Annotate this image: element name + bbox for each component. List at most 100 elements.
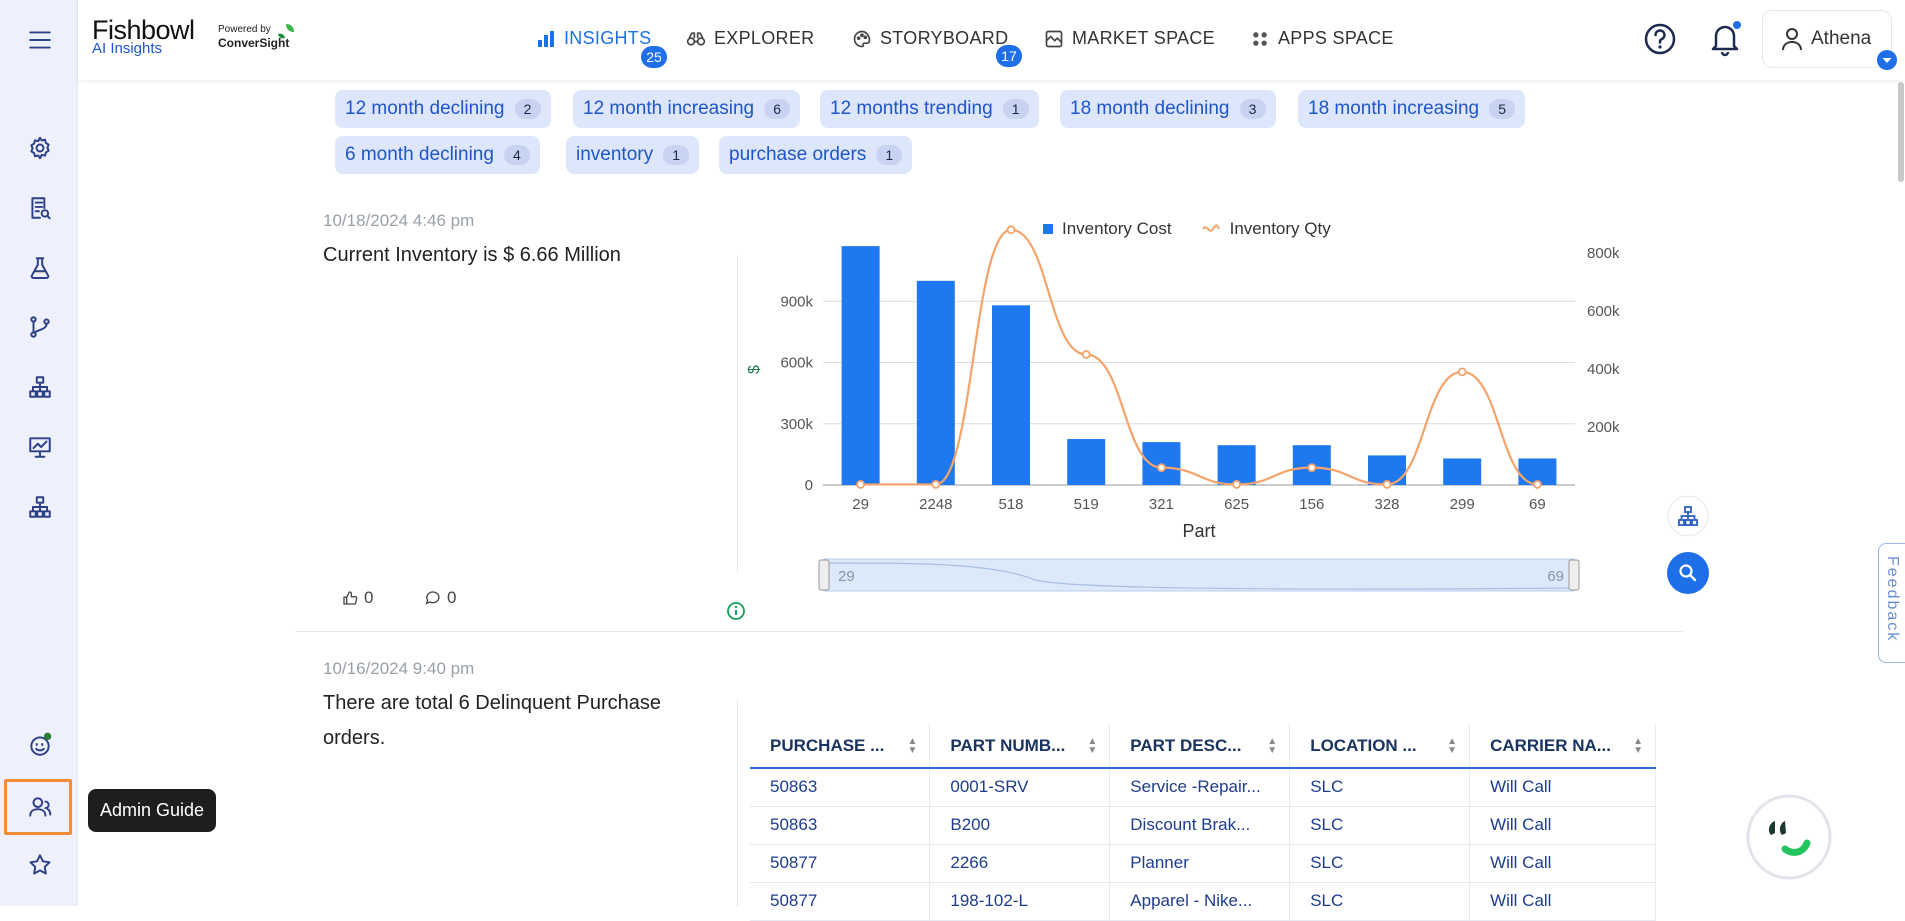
- thumbs-up-icon: [343, 591, 358, 605]
- tag-chip[interactable]: 12 months trending 1: [820, 90, 1039, 128]
- insight2-statement-line2: orders.: [323, 727, 386, 749]
- nav-insights-label: INSIGHTS: [564, 28, 652, 48]
- help-question-icon[interactable]: [1643, 22, 1677, 56]
- star-favorites-icon[interactable]: [24, 849, 56, 881]
- flask-icon[interactable]: [24, 252, 56, 284]
- insight-statement: Current Inventory is $ 6.66 Million: [323, 244, 621, 266]
- tag-chip[interactable]: 18 month increasing 5: [1298, 90, 1526, 128]
- range-end-label: 69: [1547, 568, 1564, 585]
- table-cell: 50877: [750, 882, 931, 921]
- point-inventory-qty: [1006, 225, 1016, 235]
- point-inventory-qty: [1307, 463, 1317, 473]
- table-column-header[interactable]: LOCATION ... ▲ ▼: [1289, 724, 1471, 769]
- user-name: Athena: [1811, 28, 1872, 49]
- conversight-leaf-icon: [278, 24, 294, 39]
- apps-grid-icon: [1253, 31, 1267, 46]
- tag-chip-count: 1: [663, 145, 690, 165]
- git-branch-icon[interactable]: [24, 311, 56, 343]
- app-title: Fishbowl: [92, 15, 195, 45]
- page-scrollbar-thumb[interactable]: [1898, 82, 1904, 182]
- hierarchy-icon-2[interactable]: [24, 491, 56, 523]
- chart-legend: Inventory Cost Inventory Qty: [1043, 219, 1331, 239]
- table-row[interactable]: 50863 B200 Discount Brak... SLC Will Call: [750, 806, 1656, 845]
- table-cell: Will Call: [1469, 806, 1656, 845]
- tooltip-text: Admin Guide: [100, 800, 205, 820]
- nav-market-space[interactable]: MARKET SPACE: [1044, 28, 1215, 49]
- tag-chip[interactable]: purchase orders 1: [719, 136, 913, 174]
- bar-inventory-cost: [916, 280, 955, 485]
- tag-chip-label: inventory: [576, 144, 654, 165]
- nav-explorer[interactable]: EXPLORER: [686, 28, 814, 49]
- nav-storyboard[interactable]: STORYBOARD: [852, 28, 1008, 49]
- tag-chip[interactable]: 12 month declining 2: [335, 90, 551, 128]
- comment-button[interactable]: 0: [425, 588, 456, 608]
- insight2-timestamp: 10/16/2024 9:40 pm: [323, 659, 475, 678]
- bar-inventory-cost: [1067, 439, 1106, 485]
- range-slider-preview: [826, 562, 1572, 590]
- like-count: 0: [364, 588, 374, 607]
- point-inventory-qty: [1533, 480, 1542, 489]
- admin-guide-button[interactable]: [4, 779, 72, 835]
- legend-qty-label[interactable]: Inventory Qty: [1229, 219, 1331, 238]
- table-cell: SLC: [1289, 768, 1471, 807]
- range-slider-track: [822, 558, 1576, 592]
- settings-gear-icon[interactable]: [24, 132, 56, 164]
- hamburger-menu-icon[interactable]: [24, 24, 56, 56]
- inventory-chart: 0 300k 600k 900k 200k 400k 600k 800k $29 2248 518 5…: [746, 225, 1620, 592]
- tag-chip-count: 2: [514, 99, 541, 119]
- tag-chip[interactable]: 6 month declining 4: [335, 136, 540, 174]
- nav-apps-space[interactable]: APPS SPACE: [1250, 28, 1394, 49]
- legend-swatch-qty: [1201, 224, 1220, 232]
- table-row[interactable]: 50877 198-102-L Apparel - Nike... SLC Will C…: [750, 882, 1656, 921]
- sort-arrows-icon[interactable]: ▲ ▼: [907, 736, 918, 756]
- storyboard-count-badge: 17: [996, 45, 1022, 67]
- chat-assistant-button[interactable]: [1745, 793, 1833, 881]
- tag-chip-count: 6: [764, 99, 791, 119]
- feedback-tab[interactable]: Feedback: [1878, 543, 1905, 663]
- x-tick-label: 29: [852, 496, 869, 513]
- sort-arrows-icon[interactable]: ▲ ▼: [1267, 736, 1278, 756]
- tag-chip[interactable]: 18 month declining 3: [1060, 90, 1276, 128]
- zoom-search-button[interactable]: [1666, 551, 1710, 595]
- hierarchy-icon[interactable]: [24, 371, 56, 403]
- comment-count: 0: [447, 588, 457, 607]
- binoculars-icon: [686, 31, 706, 46]
- table-header-row: PURCHASE ... ▲ ▼ PART NUMB... ▲ ▼ PART DESC...…: [750, 724, 1656, 769]
- notification-bell-icon[interactable]: [1708, 20, 1742, 58]
- info-icon[interactable]: [726, 601, 746, 621]
- comment-bubble-icon: [425, 591, 440, 605]
- smiley-assistant-icon[interactable]: [24, 729, 56, 761]
- tag-chip[interactable]: 12 month increasing 6: [573, 90, 801, 128]
- table-cell: SLC: [1289, 806, 1471, 845]
- sort-arrows-icon[interactable]: ▲ ▼: [1087, 736, 1098, 756]
- tag-chip-count: 1: [1002, 99, 1029, 119]
- point-inventory-qty: [1382, 480, 1392, 489]
- range-slider-left-handle: [818, 559, 830, 591]
- powered-by-label: Powered by: [218, 24, 271, 35]
- y-tick-label: 600k: [780, 355, 813, 372]
- report-search-icon[interactable]: [24, 192, 56, 224]
- hierarchy-drill-button[interactable]: [1666, 494, 1710, 538]
- legend-cost-label[interactable]: Inventory Cost: [1062, 219, 1172, 238]
- x-tick-label: 69: [1529, 496, 1546, 513]
- table-column-header[interactable]: PART NUMB... ▲ ▼: [929, 724, 1111, 769]
- table-column-header[interactable]: PURCHASE ... ▲ ▼: [750, 724, 931, 769]
- table-row[interactable]: 50863 0001-SRV Service -Repair... SLC Will C…: [750, 768, 1656, 807]
- tag-chip-count: 3: [1239, 99, 1266, 119]
- column-header-label: PURCHASE ...: [770, 735, 885, 755]
- user-menu-button[interactable]: Athena: [1762, 10, 1892, 68]
- y-tick-label: 0: [805, 477, 813, 494]
- point-inventory-qty: [1156, 463, 1166, 473]
- presentation-chart-icon[interactable]: [24, 431, 56, 463]
- table-column-header[interactable]: PART DESC... ▲ ▼: [1109, 724, 1291, 769]
- table-cell: Discount Brak...: [1109, 806, 1291, 845]
- sort-arrows-icon[interactable]: ▲ ▼: [1633, 736, 1643, 756]
- nav-insights[interactable]: INSIGHTS: [536, 28, 651, 49]
- chevron-down-icon[interactable]: [1876, 49, 1898, 71]
- tag-chip[interactable]: inventory 1: [566, 136, 700, 174]
- like-button[interactable]: 0: [342, 588, 373, 608]
- table-row[interactable]: 50877 2266 Planner SLC Will Call: [750, 844, 1656, 883]
- sort-arrows-icon[interactable]: ▲ ▼: [1447, 736, 1458, 756]
- tag-chip-label: 6 month declining: [345, 144, 494, 165]
- table-column-header[interactable]: CARRIER NA... ▲ ▼: [1469, 724, 1656, 769]
